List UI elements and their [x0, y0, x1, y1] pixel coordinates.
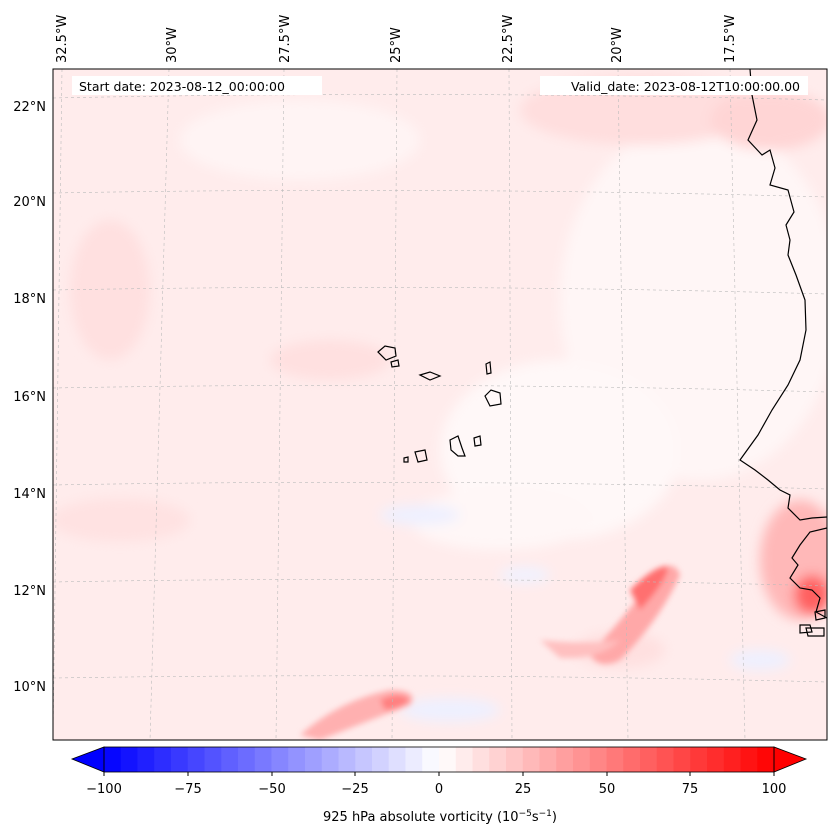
colorbar-step [388, 747, 406, 772]
colorbar-step [506, 747, 524, 772]
colorbar-label-end: ) [552, 810, 557, 825]
colorbar-step [439, 747, 457, 772]
colorbar-tick-label: 25 [515, 782, 532, 797]
colorbar-step [238, 747, 256, 772]
colorbar-step [221, 747, 239, 772]
colorbar-tick-label: 0 [435, 782, 443, 797]
colorbar-label-exp1: −5 [519, 809, 532, 819]
lat-label: 18°N [13, 292, 46, 307]
boa-vista-island [484, 389, 502, 407]
colorbar-tick-labels: −100 −75 −50 −25 0 25 50 75 100 [86, 782, 786, 797]
colorbar-tick-label: −25 [341, 782, 368, 797]
colorbar-step [321, 747, 339, 772]
map-frame [52, 68, 828, 741]
fogo-island [414, 449, 428, 463]
colorbar-step [254, 747, 272, 772]
colorbar-step [372, 747, 390, 772]
colorbar-step [522, 747, 540, 772]
colorbar-step [271, 747, 289, 772]
colorbar-step [573, 747, 591, 772]
colorbar-step [288, 747, 306, 772]
lon-label: 17.5°W [723, 15, 738, 63]
lat-label: 22°N [13, 100, 46, 115]
vorticity-bands [300, 565, 680, 740]
colorbar-step [455, 747, 473, 772]
colorbar-step [656, 747, 674, 772]
sal-island [485, 361, 492, 375]
santo-antao-island [377, 345, 397, 361]
colorbar-tick-label: 100 [762, 782, 787, 797]
bijagos-islands [799, 609, 826, 637]
colorbar-label: 925 hPa absolute vorticity (10−5s−1) [323, 809, 557, 825]
colorbar-label-main: 925 hPa absolute vorticity (10 [323, 810, 519, 825]
start-date-label: Start date: 2023-08-12_00:00:00 [79, 79, 285, 94]
colorbar-step [589, 747, 607, 772]
lon-label: 22.5°W [501, 15, 516, 63]
longitude-labels: 32.5°W 30°W 27.5°W 25°W 22.5°W 20°W 17.5… [55, 15, 738, 63]
colorbar-step [187, 747, 205, 772]
lat-label: 16°N [13, 390, 46, 405]
maio-island [473, 435, 482, 447]
sao-vicente-island [390, 359, 400, 368]
colorbar-step [673, 747, 691, 772]
colorbar-step [204, 747, 222, 772]
colorbar-step [606, 747, 624, 772]
colorbar-step [740, 747, 758, 772]
colorbar-step [422, 747, 440, 772]
lat-label: 14°N [13, 487, 46, 502]
colorbar-step [472, 747, 490, 772]
colorbar-label-exp2: −1 [539, 809, 552, 819]
colorbar-step [623, 747, 641, 772]
colorbar-step [640, 747, 658, 772]
lat-label: 20°N [13, 195, 46, 210]
colorbar-extend-low [70, 746, 105, 773]
lon-label: 25°W [389, 27, 404, 63]
valid-date-label: Valid_date: 2023-08-12T10:00:00.00 [571, 79, 800, 94]
santiago-island [449, 435, 466, 457]
lat-label: 10°N [13, 680, 46, 695]
lat-label: 12°N [13, 584, 46, 599]
colorbar-step [690, 747, 708, 772]
lon-label: 30°W [165, 27, 180, 63]
colorbar-step [154, 747, 172, 772]
start-date-box [72, 76, 322, 95]
colorbar-step [489, 747, 507, 772]
valid-date-box [540, 76, 808, 95]
lon-label: 27.5°W [278, 15, 293, 63]
colorbar-tick-label: −100 [86, 782, 122, 797]
colorbar-step [120, 747, 138, 772]
colorbar-tick-label: −50 [258, 782, 285, 797]
colorbar-steps [104, 747, 775, 772]
latitude-labels: 22°N 20°N 18°N 16°N 14°N 12°N 10°N [13, 100, 46, 695]
colorbar-step [539, 747, 557, 772]
colorbar-step [556, 747, 574, 772]
colorbar-label-mid: s [532, 810, 539, 825]
lon-label: 20°W [610, 27, 625, 63]
lon-label: 32.5°W [55, 15, 70, 63]
colorbar-step [305, 747, 323, 772]
brava-island [403, 456, 409, 463]
colorbar-tick-label: 75 [682, 782, 699, 797]
colorbar-step [757, 747, 775, 772]
sao-nicolau-island [418, 371, 442, 381]
colorbar-step [171, 747, 189, 772]
map-panel: Start date: 2023-08-12_00:00:00 Valid_da… [53, 69, 827, 740]
colorbar-step [723, 747, 741, 772]
coastlines [377, 69, 827, 637]
colorbar: −100 −75 −50 −25 0 25 50 75 100 925 hPa … [70, 746, 808, 825]
colorbar-step [137, 747, 155, 772]
colorbar-step [104, 747, 122, 772]
senegal-gambia-coast [789, 527, 827, 619]
map-gridlines [53, 69, 827, 740]
colorbar-tick-label: −75 [174, 782, 201, 797]
africa-coastline [739, 69, 827, 521]
colorbar-tick-label: 50 [599, 782, 616, 797]
colorbar-ticks [103, 772, 775, 776]
colorbar-step [405, 747, 423, 772]
colorbar-step [355, 747, 373, 772]
colorbar-step [338, 747, 356, 772]
colorbar-extend-high [773, 746, 808, 773]
colorbar-step [707, 747, 725, 772]
